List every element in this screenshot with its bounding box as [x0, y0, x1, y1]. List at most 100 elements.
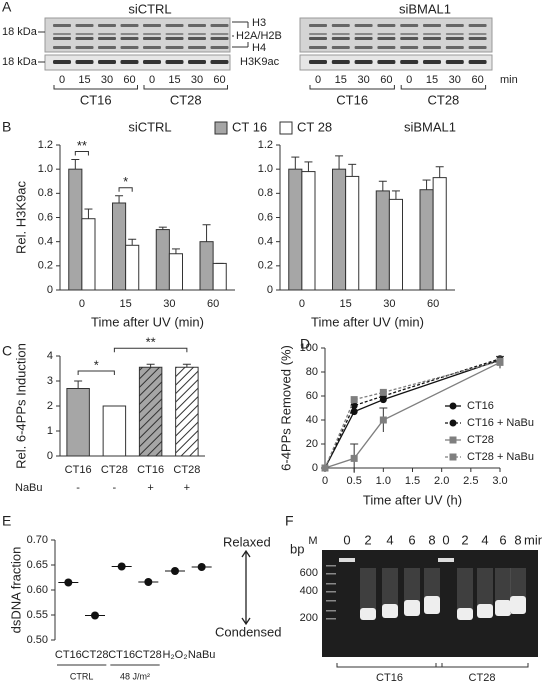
gel-band	[354, 33, 373, 35]
gel-band	[309, 46, 327, 49]
significance-bracket	[113, 347, 188, 353]
significance-label: **	[146, 335, 156, 350]
gel-band	[210, 24, 229, 27]
significance-bracket	[77, 370, 115, 375]
band-bracket	[232, 21, 249, 48]
panel-label: B	[2, 119, 11, 135]
gel-band	[423, 60, 441, 64]
condition-label: CT28	[170, 92, 202, 107]
lane-label: 0	[406, 74, 412, 86]
x-tick-label: 30	[163, 298, 175, 310]
dna-band	[510, 596, 526, 614]
marker	[350, 454, 358, 462]
y-tick-label: 40	[306, 414, 318, 426]
condition-label: CT16	[336, 92, 368, 107]
legend-label: CT16	[467, 400, 494, 412]
treatment-value: -	[76, 482, 80, 494]
x-tick-label: CT16	[55, 649, 82, 661]
gel-band	[468, 60, 487, 64]
marker	[350, 402, 358, 410]
lane-label: 0	[59, 74, 65, 86]
y-tick-label: 80	[306, 366, 318, 378]
gel-band	[75, 46, 94, 49]
x-tick-label: CT28	[173, 464, 200, 476]
ladder-band	[326, 600, 336, 602]
x-tick-label: 15	[340, 298, 352, 310]
gel-band	[423, 24, 441, 27]
legend-marker	[449, 419, 457, 427]
gel-band	[188, 33, 206, 35]
gel-band	[75, 33, 94, 35]
y-tick-label: 0	[267, 284, 273, 296]
dna-band	[404, 600, 420, 616]
unit-label: min	[500, 74, 518, 86]
lane-label: 4	[481, 532, 488, 547]
bracket	[400, 85, 487, 90]
dna-band	[339, 558, 355, 562]
gel-band	[468, 37, 487, 40]
lane-label: 60	[123, 74, 135, 86]
group-label: 48 J/m²	[120, 671, 150, 681]
treatment-label: NaBu	[15, 482, 43, 494]
gel-band	[98, 46, 116, 49]
gel-title: siCTRL	[128, 1, 171, 16]
gel-band	[165, 24, 184, 27]
gel-band	[143, 24, 161, 27]
y-tick-label: 3	[47, 375, 53, 387]
x-tick-label: 0.5	[347, 475, 362, 487]
y-tick-label: 2	[47, 400, 53, 412]
bar	[345, 175, 360, 291]
legend-label: CT28	[467, 434, 494, 446]
gel-band	[423, 37, 441, 40]
gel-band	[400, 33, 419, 35]
gel-acetyl	[299, 54, 493, 71]
bracket	[53, 85, 138, 90]
gel-band	[423, 33, 441, 35]
size-label: 600	[300, 567, 318, 579]
y-axis-label: Rel. 6-4PPs Induction	[13, 343, 28, 469]
significance-bracket	[74, 151, 89, 156]
gel-band	[309, 60, 327, 64]
gel-band	[143, 46, 161, 49]
bar	[112, 202, 127, 291]
gel-band	[377, 37, 396, 40]
chart-title: siCTRL	[128, 119, 171, 134]
gel-band	[331, 46, 350, 49]
gel-band	[354, 24, 373, 27]
lane-label: 15	[335, 74, 347, 86]
x-tick-label: 30	[383, 298, 395, 310]
x-axis-label: Time after UV (min)	[91, 314, 204, 329]
treatment-value: +	[184, 482, 190, 494]
treatment-value: -	[113, 482, 117, 494]
y-axis-label: Rel. H3K9ac	[13, 181, 28, 254]
x-tick-label: 15	[120, 298, 132, 310]
gel-band	[468, 33, 487, 35]
lane-label: 2	[461, 532, 468, 547]
lane-label: 2	[364, 532, 371, 547]
panel-label: D	[300, 336, 310, 352]
bar	[102, 405, 127, 457]
band-label: H3K9ac	[240, 56, 280, 68]
ladder-band	[326, 573, 336, 575]
legend-marker	[449, 402, 457, 410]
x-tick-label: 1.5	[405, 475, 420, 487]
x-tick-label: 2.0	[434, 475, 449, 487]
dot	[117, 562, 126, 571]
x-tick-label: 60	[207, 298, 219, 310]
gel-band	[53, 33, 71, 35]
bar	[68, 168, 83, 291]
gel-band	[53, 24, 71, 27]
size-label: 400	[300, 585, 318, 597]
y-tick-label: 1.2	[38, 139, 53, 151]
y-tick-label: 20	[306, 438, 318, 450]
gel-band	[210, 46, 229, 49]
condition-label: CT16	[376, 672, 403, 684]
legend-swatch	[214, 121, 228, 135]
legend-marker	[449, 453, 457, 461]
gel-band	[445, 46, 464, 49]
lane-label: 60	[471, 74, 483, 86]
y-tick-label: 100	[300, 342, 318, 354]
bracket	[309, 85, 395, 90]
gel-band	[331, 33, 350, 35]
dna-smear	[477, 568, 493, 613]
